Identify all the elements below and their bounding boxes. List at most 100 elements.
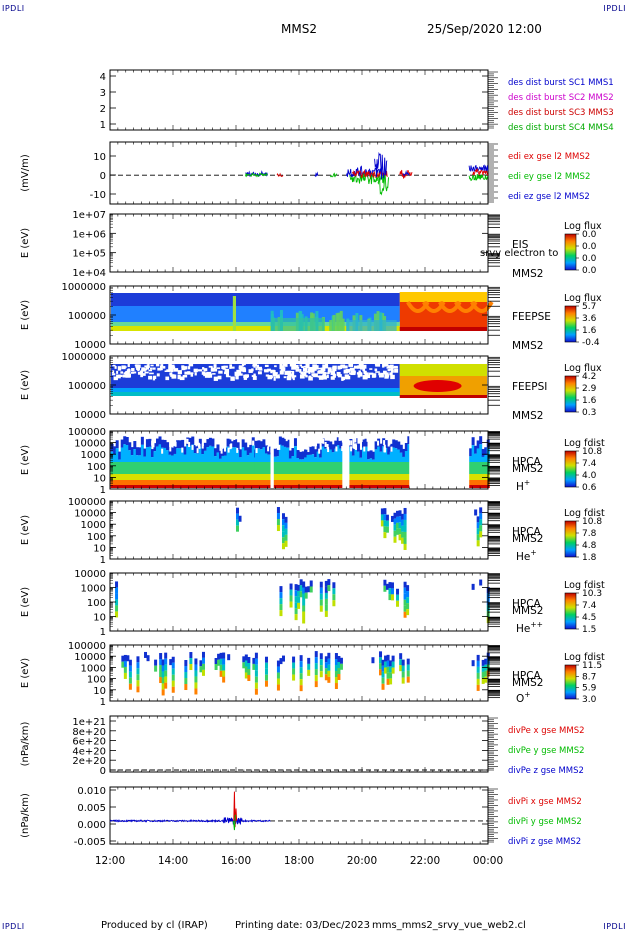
y-tick-label: 0.005 xyxy=(77,803,106,814)
colorbar-tick-label: 4.5 xyxy=(582,613,596,623)
colorbar-tick-label: 4.0 xyxy=(582,471,597,481)
footer-printing-date: Printing date: 03/Dec/2023 xyxy=(235,920,371,931)
colorbar-tick-label: 7.4 xyxy=(582,459,597,469)
y-tick-label: 100000 xyxy=(68,381,106,392)
corner-label-top-right: IPDLI xyxy=(603,4,626,13)
panel-label: FEEPSI xyxy=(512,381,547,393)
footer-produced: Produced by cl (IRAP) xyxy=(101,920,208,931)
panel-species-label: H+ xyxy=(516,478,530,493)
colorbar-title: Log flux xyxy=(564,363,602,374)
overlay-label: srvy electron to xyxy=(480,248,558,259)
y-axis-label: E (eV) xyxy=(20,445,31,475)
legend-entry: edi ex gse l2 MMS2 xyxy=(508,152,590,162)
colorbar-tick-label: 8.7 xyxy=(582,672,596,682)
y-tick-label: 100 xyxy=(87,532,106,543)
legend-entry: divPi x gse MMS2 xyxy=(508,797,582,807)
panel-probe-label: MMS2 xyxy=(512,533,543,545)
colorbar-tick-label: 4.2 xyxy=(582,372,596,382)
y-tick-label: -10 xyxy=(90,190,106,201)
y-axis-label: E (eV) xyxy=(20,370,31,400)
y-tick-label: 1e+06 xyxy=(72,229,106,240)
x-tick-label: 14:00 xyxy=(158,855,188,867)
colorbar-tick-label: 1.8 xyxy=(582,553,597,563)
corner-label-bottom-right: IPDLI xyxy=(603,922,626,931)
y-tick-label: 3 xyxy=(100,88,106,99)
panel-frame xyxy=(109,786,489,845)
y-tick-label: 1 xyxy=(100,555,106,566)
colorbar-tick-label: 1.6 xyxy=(582,326,597,336)
y-tick-label: 100000 xyxy=(68,311,106,322)
y-tick-label: 1000000 xyxy=(61,352,106,363)
colorbar-tick-label: 5.9 xyxy=(582,684,597,694)
y-tick-label: 6e+20 xyxy=(72,737,106,748)
y-tick-label: 0 xyxy=(100,171,106,182)
colorbar-tick-label: 11.5 xyxy=(582,661,602,671)
legend-entry: divPe y gse MMS2 xyxy=(508,746,585,756)
x-tick-label: 12:00 xyxy=(95,855,125,867)
y-axis-label: E (eV) xyxy=(20,587,31,617)
panel-frame xyxy=(109,141,489,205)
panel-label: HPCA xyxy=(512,670,542,682)
y-tick-label: 8e+20 xyxy=(72,727,106,738)
colorbar-tick-label: 0.0 xyxy=(582,242,597,252)
panel-probe-label: MMS2 xyxy=(512,340,543,352)
y-tick-label: 100000 xyxy=(68,497,106,508)
y-axis-label: E (eV) xyxy=(20,658,31,688)
y-tick-label: -0.005 xyxy=(74,837,106,848)
x-tick-label: 20:00 xyxy=(347,855,377,867)
y-tick-label: 10000 xyxy=(74,509,106,520)
x-tick-label: 16:00 xyxy=(221,855,251,867)
colorbar-tick-label: 0.0 xyxy=(582,266,597,276)
legend-entry: divPe x gse MMS2 xyxy=(508,726,585,736)
y-tick-label: 10000 xyxy=(74,569,106,580)
colorbar-tick-label: 0.6 xyxy=(582,483,597,493)
y-tick-label: 10 xyxy=(93,613,106,624)
colorbar-tick-label: 2.9 xyxy=(582,384,597,394)
y-tick-label: 10 xyxy=(93,686,106,697)
legend-entry: des dist burst SC4 MMS4 xyxy=(508,123,614,133)
y-tick-label: 2 xyxy=(100,104,106,115)
y-tick-label: 0 xyxy=(100,766,106,777)
colorbar-tick-label: 1.6 xyxy=(582,396,597,406)
colorbar-tick-label: 10.3 xyxy=(582,589,602,599)
legend-entry: edi ez gse l2 MMS2 xyxy=(508,192,590,202)
y-tick-label: 1e+04 xyxy=(72,268,106,279)
footer-filename: mms_mms2_srvy_vue_web2.cl xyxy=(372,920,526,931)
y-axis-label: (mV/m) xyxy=(20,154,31,192)
y-tick-label: 100000 xyxy=(68,641,106,652)
colorbar-title: Log fdist xyxy=(564,580,605,591)
panel-frame xyxy=(109,715,489,773)
colorbar-title: Log flux xyxy=(564,221,602,232)
colorbar-title: Log fdist xyxy=(564,438,605,449)
colorbar-tick-label: 3.6 xyxy=(582,314,597,324)
y-tick-label: 1000000 xyxy=(61,282,106,293)
y-axis-label: (nPa/km) xyxy=(20,793,31,838)
y-tick-label: 1000 xyxy=(81,520,106,531)
colorbar-title: Log fdist xyxy=(564,652,605,663)
y-tick-label: 10000 xyxy=(74,410,106,421)
y-tick-label: 10 xyxy=(93,473,106,484)
page-title: MMS2 xyxy=(281,22,317,36)
panel-frame xyxy=(109,69,489,131)
y-tick-label: 4 xyxy=(100,72,106,83)
legend-entry: divPi z gse MMS2 xyxy=(508,837,581,847)
colorbar-title: Log flux xyxy=(564,293,602,304)
colorbar-tick-label: 0.0 xyxy=(582,230,597,240)
y-tick-label: 1 xyxy=(100,627,106,638)
panel-probe-label: MMS2 xyxy=(512,410,543,422)
colorbar-tick-label: 4.8 xyxy=(582,541,597,551)
panel-label: FEEPSE xyxy=(512,311,551,323)
y-tick-label: 100 xyxy=(87,462,106,473)
y-tick-label: 1000 xyxy=(81,584,106,595)
y-axis-label: E (eV) xyxy=(20,300,31,330)
colorbar-tick-label: -0.4 xyxy=(582,338,600,348)
y-tick-label: 1 xyxy=(100,120,106,131)
x-tick-label: 00:00 xyxy=(473,855,503,867)
colorbar-tick-label: 7.4 xyxy=(582,601,597,611)
colorbar-tick-label: 7.8 xyxy=(582,529,597,539)
panel-probe-label: MMS2 xyxy=(512,268,543,280)
legend-entry: des dist burst SC2 MMS2 xyxy=(508,93,614,103)
y-axis-label: E (eV) xyxy=(20,515,31,545)
panel-species-label: O+ xyxy=(516,690,531,705)
panel-probe-label: MMS2 xyxy=(512,605,543,617)
